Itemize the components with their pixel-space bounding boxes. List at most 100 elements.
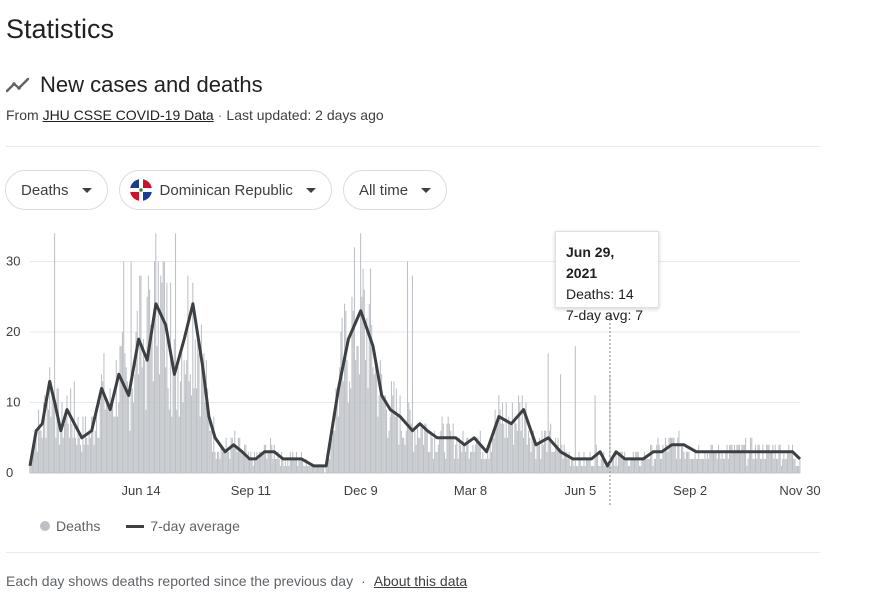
deaths-bar xyxy=(791,444,794,473)
deaths-bar xyxy=(484,458,486,473)
deaths-bar xyxy=(334,430,336,473)
deaths-bar xyxy=(722,458,724,473)
deaths-bar xyxy=(483,458,485,473)
deaths-bar xyxy=(68,437,70,473)
deaths-bar xyxy=(221,451,223,473)
deaths-bar xyxy=(40,430,42,473)
deaths-bar xyxy=(725,451,727,473)
deaths-bar xyxy=(350,388,352,473)
deaths-bar xyxy=(239,437,241,473)
deaths-bar xyxy=(320,465,322,473)
deaths-bar xyxy=(193,388,195,473)
deaths-bar xyxy=(767,444,769,473)
deaths-bar xyxy=(539,437,541,473)
deaths-bar xyxy=(476,437,478,473)
deaths-bar xyxy=(340,332,342,473)
deaths-chart[interactable]: 0 10 20 30 Jun 14 Sep 11 Dec 9 Mar 8 Jun 5 Sep 2 N… xyxy=(0,225,880,515)
deaths-bar xyxy=(535,458,537,473)
deaths-bar xyxy=(204,402,206,473)
deaths-bar xyxy=(563,444,565,473)
deaths-bar xyxy=(411,275,413,473)
deaths-bar xyxy=(635,451,637,473)
deaths-bar xyxy=(531,437,533,473)
deaths-bar xyxy=(200,324,202,473)
deaths-bar xyxy=(76,444,78,473)
deaths-bar xyxy=(745,437,747,473)
deaths-bar xyxy=(188,381,190,473)
deaths-bar xyxy=(363,289,365,473)
deaths-bar xyxy=(398,444,400,473)
deaths-bar xyxy=(137,374,140,473)
deaths-bar xyxy=(699,458,701,473)
deaths-bar xyxy=(418,437,420,473)
deaths-bar xyxy=(432,458,434,473)
country-label: Dominican Republic xyxy=(159,181,293,199)
deaths-bar xyxy=(595,444,597,473)
deaths-bar xyxy=(133,402,135,473)
deaths-bar xyxy=(537,444,539,473)
deaths-bar xyxy=(117,416,119,473)
bottom-divider xyxy=(6,552,820,553)
deaths-bar xyxy=(209,430,211,473)
source-separator: · xyxy=(217,107,223,123)
deaths-bar xyxy=(41,437,43,473)
deaths-bar xyxy=(731,444,733,473)
deaths-bar xyxy=(170,282,172,473)
deaths-bar xyxy=(700,458,702,473)
deaths-bar xyxy=(371,324,373,473)
deaths-bar xyxy=(409,409,411,473)
deaths-bar xyxy=(641,458,643,473)
deaths-bar xyxy=(505,402,507,473)
deaths-bar xyxy=(29,465,31,473)
deaths-bar xyxy=(733,444,736,473)
source-link[interactable]: JHU CSSE COVID-19 Data xyxy=(42,107,214,123)
x-tick-label: Sep 2 xyxy=(673,483,707,498)
deaths-bar xyxy=(666,444,668,473)
deaths-bar xyxy=(178,416,180,473)
deaths-bar xyxy=(685,451,687,473)
deaths-bar xyxy=(530,451,532,473)
deaths-bar xyxy=(683,451,685,473)
deaths-bar xyxy=(187,275,189,473)
metric-dropdown[interactable]: Deaths xyxy=(5,170,108,210)
bars-legend-label: Deaths xyxy=(56,518,101,534)
about-data-link[interactable]: About this data xyxy=(373,573,468,589)
deaths-bar xyxy=(87,444,89,473)
deaths-bar xyxy=(608,465,610,473)
deaths-bar xyxy=(587,458,589,473)
deaths-bar xyxy=(713,451,715,473)
deaths-bar xyxy=(337,416,339,473)
deaths-bar xyxy=(590,465,592,473)
deaths-bar xyxy=(717,444,719,473)
deaths-bar xyxy=(154,261,156,473)
deaths-bar xyxy=(690,458,692,473)
deaths-bar xyxy=(369,268,372,473)
deaths-bar xyxy=(790,451,792,473)
trending-line-icon xyxy=(6,77,30,93)
deaths-bar xyxy=(640,465,642,473)
country-dropdown[interactable]: Dominican Republic xyxy=(118,170,332,210)
deaths-bar xyxy=(182,402,184,473)
deaths-bar xyxy=(71,423,73,473)
deaths-bar xyxy=(125,367,127,473)
deaths-bar xyxy=(419,437,421,473)
deaths-bar xyxy=(548,430,550,473)
deaths-bar xyxy=(397,416,399,473)
deaths-bar xyxy=(84,416,86,473)
tooltip-date: Jun 29, 2021 xyxy=(566,244,615,281)
deaths-bar xyxy=(151,332,153,473)
deaths-bar xyxy=(467,437,469,473)
deaths-bar xyxy=(279,465,281,473)
deaths-bar xyxy=(546,451,548,473)
y-tick-label: 20 xyxy=(6,324,20,339)
deaths-bar xyxy=(567,458,569,473)
deaths-bar xyxy=(669,437,671,473)
range-dropdown[interactable]: All time xyxy=(342,170,448,210)
deaths-bar xyxy=(246,458,248,473)
deaths-bar xyxy=(47,409,49,473)
deaths-bar xyxy=(705,458,707,473)
deaths-bar xyxy=(373,374,375,473)
deaths-bar xyxy=(72,437,74,473)
deaths-bar xyxy=(82,416,84,473)
deaths-bar xyxy=(630,458,632,473)
